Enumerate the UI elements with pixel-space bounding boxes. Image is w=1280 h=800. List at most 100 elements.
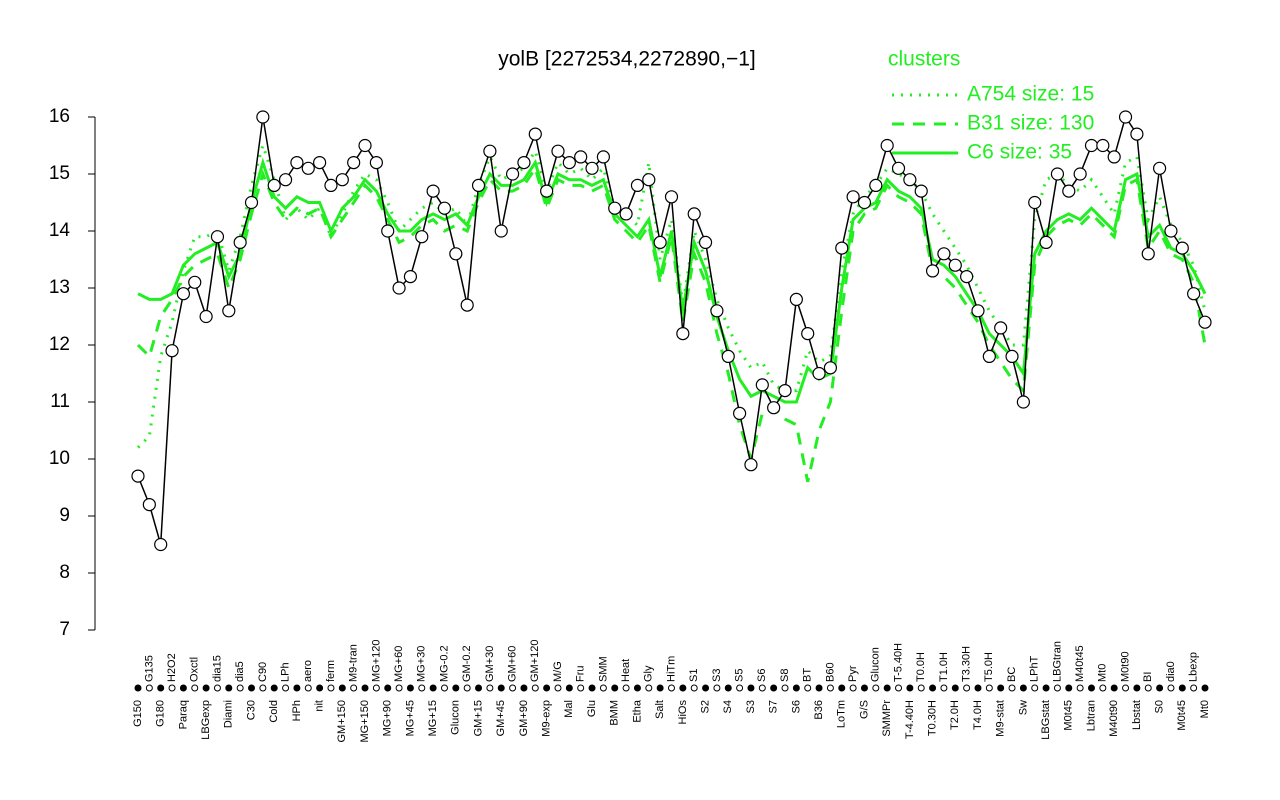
rug-mark (872, 684, 880, 692)
rug-mark (951, 684, 959, 692)
data-point (630, 178, 645, 192)
data-point (335, 173, 349, 187)
rug-mark (157, 684, 165, 692)
rug-mark (679, 684, 687, 692)
x-tick-label: MG-0.2 (438, 645, 450, 682)
rug-mark (724, 684, 732, 692)
y-tick-label: 9 (59, 505, 70, 526)
data-point (767, 401, 781, 415)
data-point (358, 138, 372, 153)
data-point (1141, 247, 1155, 261)
x-tick-label: SMM (597, 656, 609, 682)
rug-mark (372, 684, 380, 692)
rug-mark (418, 684, 426, 692)
x-tick-label: SMMPr (881, 700, 893, 737)
data-point (551, 144, 565, 158)
x-tick-label: S3 (711, 669, 723, 682)
rug-mark (1144, 684, 1152, 692)
x-tick-label: S3 (745, 700, 757, 713)
rug-mark (940, 684, 948, 692)
rug-mark (395, 684, 403, 692)
rug-mark (475, 684, 483, 692)
data-point (471, 178, 486, 192)
data-point (1130, 127, 1144, 141)
x-tick-label: Salt (654, 700, 666, 719)
x-tick-label: dia5 (234, 661, 246, 682)
data-point (290, 156, 304, 170)
data-point (1005, 349, 1019, 363)
x-tick-label: S8 (779, 669, 791, 682)
rug-mark (974, 684, 982, 692)
x-tick-label: Oxctl (189, 657, 201, 682)
rug-mark (1110, 684, 1118, 692)
x-tick-label: aero (302, 660, 314, 682)
x-tick-label: LPh (279, 662, 291, 682)
rug-mark (906, 684, 914, 692)
data-point (301, 161, 315, 175)
x-tick-label: T0.0H (915, 652, 927, 682)
data-point (914, 184, 928, 198)
data-point (313, 156, 327, 170)
x-tick-label: Sw (1017, 700, 1029, 715)
rug-mark (713, 684, 721, 692)
data-point (1050, 167, 1065, 181)
x-tick-label: M40t45 (1074, 645, 1086, 682)
data-point (857, 195, 872, 210)
x-tick-label: S6 (790, 700, 802, 713)
x-tick-label: T0.30H (926, 700, 938, 736)
rug-mark (236, 684, 244, 692)
x-tick-label: H2O2 (166, 653, 178, 682)
data-point (1062, 184, 1076, 198)
x-tick-label: B36 (813, 700, 825, 720)
rug-mark (804, 684, 812, 692)
rug-mark (1065, 684, 1073, 692)
x-tick-label: MG+90 (382, 700, 394, 736)
data-point (698, 235, 713, 249)
data-point (994, 321, 1008, 335)
data-point (199, 309, 213, 324)
data-point (415, 230, 429, 244)
x-tick-label: HiTm (665, 656, 677, 682)
data-point (1152, 161, 1167, 175)
rug-mark (1190, 684, 1198, 692)
data-point (437, 201, 452, 215)
rug-mark (588, 684, 596, 692)
rug-mark (179, 684, 187, 692)
x-tick-label: Glucon (870, 647, 882, 682)
rug-mark (248, 684, 256, 692)
data-point (494, 224, 508, 238)
rug-mark (259, 684, 267, 692)
x-tick-label: M40t90 (1108, 700, 1120, 737)
data-point (869, 178, 883, 192)
rug-mark (463, 684, 471, 692)
x-tick-label: S1 (688, 669, 700, 682)
data-point (574, 150, 588, 164)
rug-mark (736, 684, 744, 692)
rug-mark (1008, 684, 1016, 692)
x-tick-label: Etha (631, 699, 643, 723)
x-tick-label: HPh (291, 700, 303, 721)
rug-mark (361, 684, 369, 692)
x-tick-label: S4 (722, 700, 734, 713)
data-point (642, 173, 656, 187)
y-tick-label: 16 (49, 106, 70, 127)
rug-mark (202, 684, 210, 692)
x-tick-label: MG+30 (416, 646, 428, 682)
data-point (925, 264, 940, 278)
rug-mark (429, 684, 437, 692)
data-point (982, 349, 996, 363)
x-tick-label: M9-tran (348, 644, 360, 682)
x-tick-label: Fru (575, 666, 587, 683)
data-point (176, 287, 191, 301)
rug-mark (1031, 684, 1039, 692)
x-tick-label: Mt0 (1097, 664, 1109, 682)
rug-mark (316, 684, 324, 692)
rug-mark (1053, 684, 1061, 692)
x-tick-label: MG+120 (370, 640, 382, 683)
rug-mark (554, 684, 562, 692)
rug-mark (917, 684, 925, 692)
rug-mark (668, 684, 675, 692)
data-point (210, 230, 225, 244)
x-tick-label: GM+90 (518, 700, 530, 736)
x-tick-label: Lbexp (1188, 652, 1200, 682)
